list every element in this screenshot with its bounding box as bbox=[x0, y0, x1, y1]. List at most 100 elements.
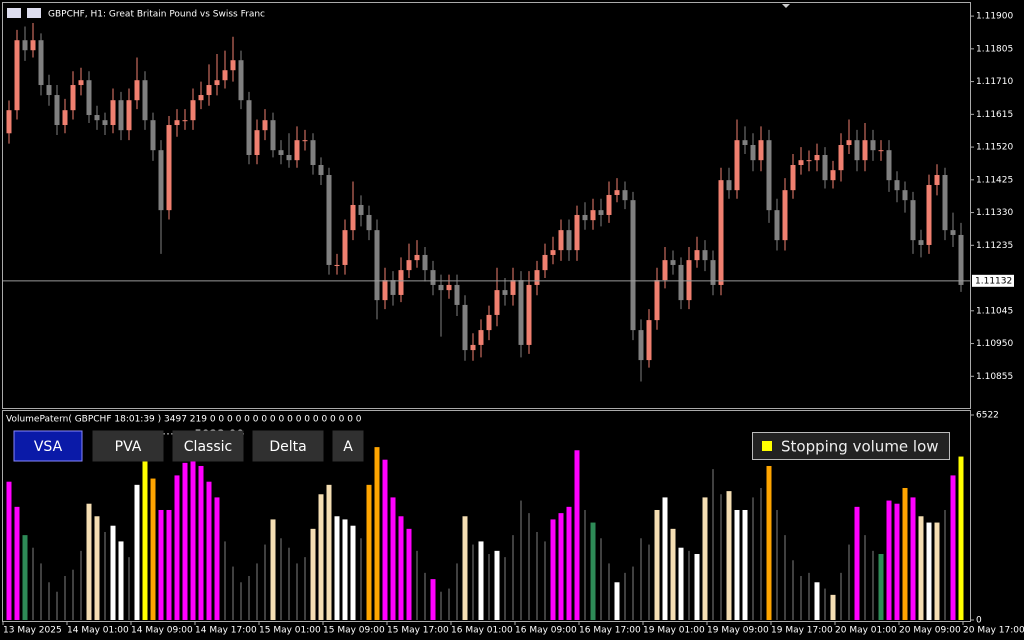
volume-bar bbox=[624, 572, 626, 620]
volume-bar bbox=[958, 456, 964, 620]
volume-bar bbox=[128, 557, 130, 620]
volume-bar bbox=[190, 443, 196, 620]
volume-bar bbox=[550, 519, 556, 620]
x-tick-label: 13 May 2025 bbox=[3, 626, 62, 636]
volume-bar bbox=[398, 516, 404, 620]
volume-bar bbox=[944, 509, 946, 620]
volume-bar bbox=[640, 538, 642, 620]
candle-body bbox=[214, 80, 220, 86]
volume-bar bbox=[198, 465, 204, 620]
volume-bar bbox=[902, 487, 908, 620]
candle-body bbox=[518, 280, 524, 345]
candle-body bbox=[302, 140, 308, 142]
candle-body bbox=[422, 254, 428, 271]
volume-bar bbox=[110, 525, 116, 620]
candle-body bbox=[414, 254, 420, 261]
candle-body bbox=[318, 165, 324, 175]
candle-body bbox=[454, 284, 460, 305]
mode-button-label[interactable]: Delta bbox=[269, 439, 306, 455]
volume-bar bbox=[760, 487, 762, 620]
volume-bar bbox=[784, 535, 786, 620]
volume-bar bbox=[142, 433, 148, 620]
mode-button[interactable] bbox=[13, 430, 83, 462]
y-tick-label: 1.11425 bbox=[976, 175, 1013, 185]
candle-body bbox=[190, 100, 196, 121]
candle-body bbox=[286, 155, 292, 161]
candle-body bbox=[14, 40, 20, 111]
candle-body bbox=[334, 264, 340, 266]
volume-bar bbox=[310, 528, 316, 620]
candle-body bbox=[806, 160, 812, 162]
volume-bar bbox=[792, 560, 794, 620]
mode-button-label[interactable]: Classic bbox=[184, 439, 232, 455]
mode-button[interactable] bbox=[172, 430, 244, 462]
candle-body bbox=[766, 140, 772, 211]
candle-body bbox=[118, 100, 124, 131]
candle-body bbox=[622, 190, 628, 201]
volume-bar bbox=[776, 509, 778, 620]
candle-body bbox=[934, 174, 940, 185]
volume-bar bbox=[80, 550, 82, 620]
candle-body bbox=[926, 184, 932, 245]
candle-body bbox=[814, 155, 820, 161]
volume-bar bbox=[886, 500, 892, 620]
volume-bar bbox=[544, 541, 546, 620]
volume-bar bbox=[214, 497, 220, 620]
icon bbox=[27, 8, 41, 18]
candle-body bbox=[326, 174, 332, 265]
candle-body bbox=[782, 190, 788, 241]
candle-body bbox=[350, 204, 356, 231]
volume-bar bbox=[688, 550, 690, 620]
candle-body bbox=[246, 100, 252, 156]
mode-button[interactable] bbox=[252, 430, 324, 462]
volume-bar bbox=[824, 588, 826, 620]
volume-bar bbox=[752, 497, 754, 620]
candle-body bbox=[886, 150, 892, 181]
mode-button-label[interactable]: PVA bbox=[115, 439, 142, 455]
x-tick-label: 15 May 01:00 bbox=[259, 626, 321, 636]
candle-body bbox=[70, 85, 76, 111]
volume-bar bbox=[456, 563, 458, 620]
current-price-label: 1.11132 bbox=[975, 276, 1012, 286]
candle-body bbox=[774, 210, 780, 241]
volume-bar bbox=[304, 557, 306, 620]
candle-body bbox=[230, 60, 236, 71]
volume-bar bbox=[256, 563, 258, 620]
volume-bar bbox=[72, 569, 74, 620]
mode-button-label[interactable]: A bbox=[343, 439, 353, 455]
mode-button[interactable] bbox=[332, 430, 364, 462]
candle-body bbox=[46, 85, 52, 96]
x-tick-label: 16 May 01:00 bbox=[451, 626, 513, 636]
volume-bar bbox=[608, 563, 610, 620]
volume-bar bbox=[648, 544, 650, 620]
mode-button-label[interactable]: VSA bbox=[34, 439, 63, 455]
candle-body bbox=[758, 140, 764, 161]
volume-bar bbox=[494, 550, 500, 620]
candle-body bbox=[582, 214, 588, 221]
y-tick-label: 1.11045 bbox=[976, 306, 1013, 316]
candle-body bbox=[838, 145, 844, 171]
volume-bar bbox=[654, 509, 660, 620]
y-tick-label: 1.11330 bbox=[976, 208, 1013, 218]
candle-body bbox=[662, 260, 668, 281]
volume-bar bbox=[536, 531, 538, 620]
volume-bar bbox=[264, 544, 266, 620]
volume-bar bbox=[702, 497, 708, 620]
legend-swatch bbox=[762, 441, 772, 451]
candle-body bbox=[238, 60, 244, 101]
volume-bar bbox=[566, 506, 572, 620]
y-tick-label: 1.11235 bbox=[976, 241, 1013, 251]
volume-bar bbox=[40, 563, 42, 620]
volume-bar bbox=[248, 575, 250, 620]
price-panel bbox=[2, 2, 971, 409]
volume-bar bbox=[864, 535, 866, 620]
x-tick-label: 15 May 09:00 bbox=[323, 626, 385, 636]
candle-body bbox=[22, 40, 28, 51]
y-tick-label: 1.11520 bbox=[976, 143, 1013, 153]
volume-bar bbox=[318, 494, 324, 620]
volume-bar bbox=[872, 550, 874, 620]
mode-button[interactable] bbox=[92, 430, 164, 462]
candle-body bbox=[654, 280, 660, 321]
candle-body bbox=[398, 270, 404, 295]
candle-body bbox=[646, 320, 652, 361]
